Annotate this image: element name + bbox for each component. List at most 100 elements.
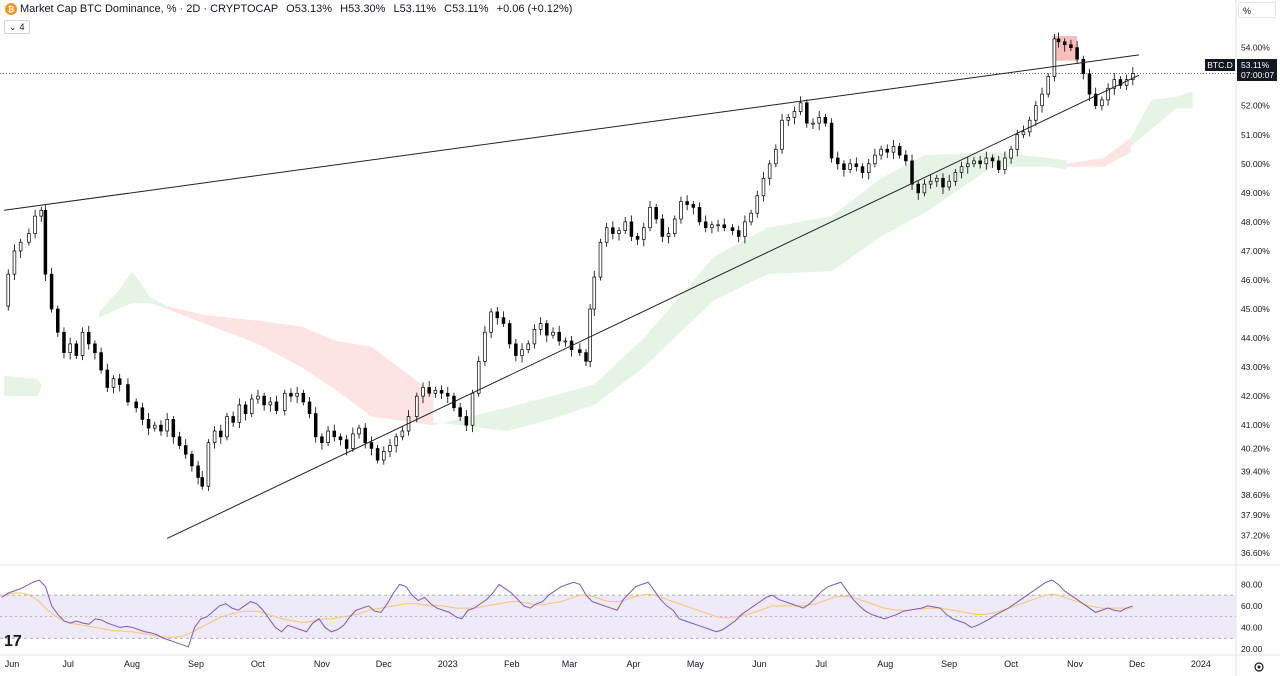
cloud-segment-bull bbox=[99, 271, 168, 318]
candle-up bbox=[483, 331, 487, 362]
y-tick-label: 50.00% bbox=[1241, 159, 1270, 169]
last-price-tag: BTC.D 53.11% 07:00:07 bbox=[1205, 59, 1277, 81]
rsi-tick-label: 80.00 bbox=[1241, 579, 1263, 589]
candle-down bbox=[49, 273, 54, 310]
open-value: 53.13% bbox=[294, 3, 333, 15]
trendlines[interactable] bbox=[4, 54, 1140, 539]
bitcoin-icon: ₿ bbox=[5, 3, 17, 15]
candle-up bbox=[811, 122, 815, 125]
symbol-title[interactable]: Market Cap BTC Dominance, % · 2D · CRYPT… bbox=[20, 3, 279, 15]
price-tag-symbol-box bbox=[1205, 59, 1235, 71]
y-tick-label: 43.00% bbox=[1241, 362, 1270, 372]
time-axis[interactable]: Jun Jul Aug Sep Oct Nov Dec 2023 Feb Mar Apr May Jun… bbox=[5, 659, 1211, 669]
candle-up bbox=[1021, 131, 1026, 136]
candle-down bbox=[691, 204, 696, 208]
candle-up bbox=[394, 436, 398, 446]
rsi-ma-line bbox=[1, 592, 1133, 638]
candle-up bbox=[206, 442, 211, 487]
candle-up bbox=[12, 250, 17, 275]
x-tick-label: Jul bbox=[62, 659, 74, 669]
scale-percent-button[interactable]: % bbox=[1238, 2, 1276, 18]
price-tag-value: 53.11% bbox=[1241, 60, 1270, 70]
candle-down bbox=[722, 224, 727, 229]
tradingview-logo[interactable]: 17 bbox=[4, 633, 22, 650]
x-tick-label: 2024 bbox=[1191, 659, 1211, 669]
candle-up bbox=[959, 166, 964, 173]
candle-up bbox=[225, 416, 229, 438]
candle-down bbox=[829, 122, 834, 159]
candle-up bbox=[716, 224, 720, 227]
candle-down bbox=[1081, 58, 1086, 75]
candle-up bbox=[421, 387, 425, 397]
candle-up bbox=[780, 119, 784, 150]
candle-up bbox=[623, 221, 627, 231]
candle-up bbox=[755, 195, 760, 214]
rsi-tick-label: 20.00 bbox=[1241, 644, 1263, 654]
candle-up bbox=[648, 207, 652, 229]
x-tick-label: Jun bbox=[752, 659, 767, 669]
candle-down bbox=[338, 436, 343, 441]
candle-down bbox=[1056, 38, 1061, 43]
candle-up bbox=[382, 450, 386, 461]
candle-down bbox=[629, 221, 634, 237]
rsi-pane: 80.00 60.00 40.00 20.00 bbox=[0, 579, 1263, 654]
candle-down bbox=[635, 236, 640, 240]
indicator-count: 4 bbox=[19, 22, 25, 32]
low-label: L bbox=[393, 3, 400, 15]
candle-up bbox=[642, 227, 646, 240]
candle-down bbox=[1069, 44, 1073, 48]
candles bbox=[6, 32, 1135, 491]
rsi-tick-label: 40.00 bbox=[1241, 622, 1263, 632]
candle-down bbox=[219, 430, 223, 438]
candle-up bbox=[212, 430, 217, 443]
candle-down bbox=[86, 331, 91, 345]
candle-up bbox=[598, 241, 603, 278]
candle-down bbox=[262, 395, 266, 406]
candle-down bbox=[313, 413, 318, 438]
candle-down bbox=[177, 436, 182, 446]
candle-down bbox=[1062, 41, 1067, 46]
cloud-segment-bull bbox=[1130, 91, 1193, 147]
candle-up bbox=[153, 424, 157, 429]
candle-down bbox=[320, 436, 324, 443]
candle-down bbox=[140, 407, 145, 420]
gear-icon[interactable] bbox=[1253, 661, 1265, 673]
candle-up bbox=[792, 111, 797, 118]
candle-up bbox=[604, 227, 609, 243]
candle-up bbox=[532, 329, 537, 345]
y-tick-label: 36.60% bbox=[1241, 548, 1270, 558]
candle-up bbox=[1015, 134, 1020, 150]
candle-down bbox=[501, 317, 506, 324]
candle-down bbox=[514, 343, 518, 356]
candle-up bbox=[489, 311, 493, 333]
candle-down bbox=[464, 416, 469, 426]
change-value: +0.06 (+0.12%) bbox=[496, 3, 573, 15]
candle-up bbox=[6, 273, 11, 307]
candle-down bbox=[823, 116, 828, 124]
candle-up bbox=[672, 218, 677, 234]
candle-up bbox=[879, 148, 883, 156]
indicators-toggle-button[interactable]: ⌄ 4 bbox=[4, 20, 30, 34]
candle-up bbox=[351, 433, 355, 449]
candle-down bbox=[196, 465, 200, 478]
candle-up bbox=[283, 392, 287, 412]
low-value: 53.11% bbox=[399, 3, 437, 15]
price-tag-countdown: 07:00:07 bbox=[1241, 70, 1274, 80]
candle-up bbox=[786, 116, 790, 121]
candle-down bbox=[697, 207, 702, 223]
candle-down bbox=[904, 154, 908, 162]
cloud-segment-bull bbox=[4, 375, 42, 397]
candle-up bbox=[551, 331, 555, 336]
y-tick-label: 45.00% bbox=[1241, 304, 1270, 314]
candle-up bbox=[1027, 119, 1032, 133]
candle-up bbox=[1052, 38, 1057, 78]
price-tag-box bbox=[1237, 59, 1277, 81]
candle-up bbox=[873, 154, 877, 165]
candle-down bbox=[159, 424, 163, 432]
candle-up bbox=[588, 308, 592, 362]
x-tick-label: Aug bbox=[877, 659, 893, 669]
candle-down bbox=[344, 439, 349, 449]
candle-down bbox=[557, 331, 561, 342]
